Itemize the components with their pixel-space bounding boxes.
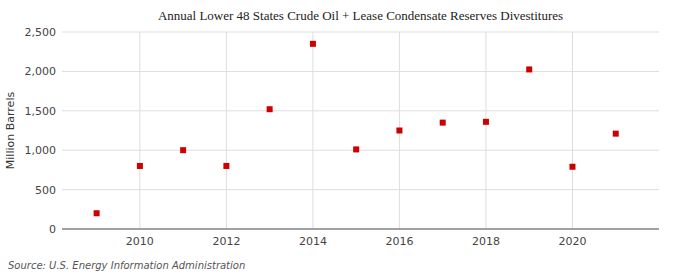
source-annotation: Source: U.S. Energy Information Administ… — [8, 260, 245, 271]
point — [310, 41, 316, 47]
y-tick-label: 0 — [49, 223, 56, 236]
point — [569, 164, 575, 170]
point — [137, 163, 143, 169]
points — [94, 41, 619, 216]
point — [353, 146, 359, 152]
y-tick-label: 2,000 — [25, 65, 57, 78]
y-tick-label: 1,500 — [25, 105, 57, 118]
chart: 0 500 1,000 1,500 2,000 2,500 2010 2012 2014 2016… — [0, 0, 675, 275]
x-grid-line — [226, 32, 227, 229]
point — [94, 210, 100, 216]
y-grid-line — [62, 150, 659, 151]
y-grid-line — [62, 71, 659, 72]
x-tick-label: 2012 — [212, 235, 240, 248]
title: Annual Lower 48 States Crude Oil + Lease… — [158, 8, 563, 23]
point — [613, 131, 619, 137]
point — [483, 119, 489, 125]
x-tick-label: 2020 — [558, 235, 586, 248]
point — [180, 147, 186, 153]
y-grid-line — [62, 229, 659, 230]
x-grid-line — [572, 32, 573, 229]
x-axis-line — [62, 229, 659, 230]
point — [526, 66, 532, 72]
x-grid-line — [139, 32, 140, 229]
x-grid-line — [312, 32, 313, 229]
x-grid-line — [485, 32, 486, 229]
y-tick-label: 500 — [35, 184, 56, 197]
x-tick-label: 2016 — [385, 235, 413, 248]
grid — [62, 32, 659, 229]
point — [267, 106, 273, 112]
y-grid-line — [62, 189, 659, 190]
y-grid-line — [62, 110, 659, 111]
x-tick-label: 2014 — [299, 235, 327, 248]
y-tick-label: 1,000 — [25, 144, 57, 157]
y-axis-label: Million Barrels — [4, 92, 17, 170]
x-tick-label: 2018 — [472, 235, 500, 248]
y-grid-line — [62, 32, 659, 33]
x-tick-label: 2010 — [126, 235, 154, 248]
axes: 0 500 1,000 1,500 2,000 2,500 2010 2012 2014 2016… — [25, 26, 660, 248]
y-tick-label: 2,500 — [25, 26, 57, 39]
point — [396, 128, 402, 134]
point — [223, 163, 229, 169]
point — [440, 120, 446, 126]
